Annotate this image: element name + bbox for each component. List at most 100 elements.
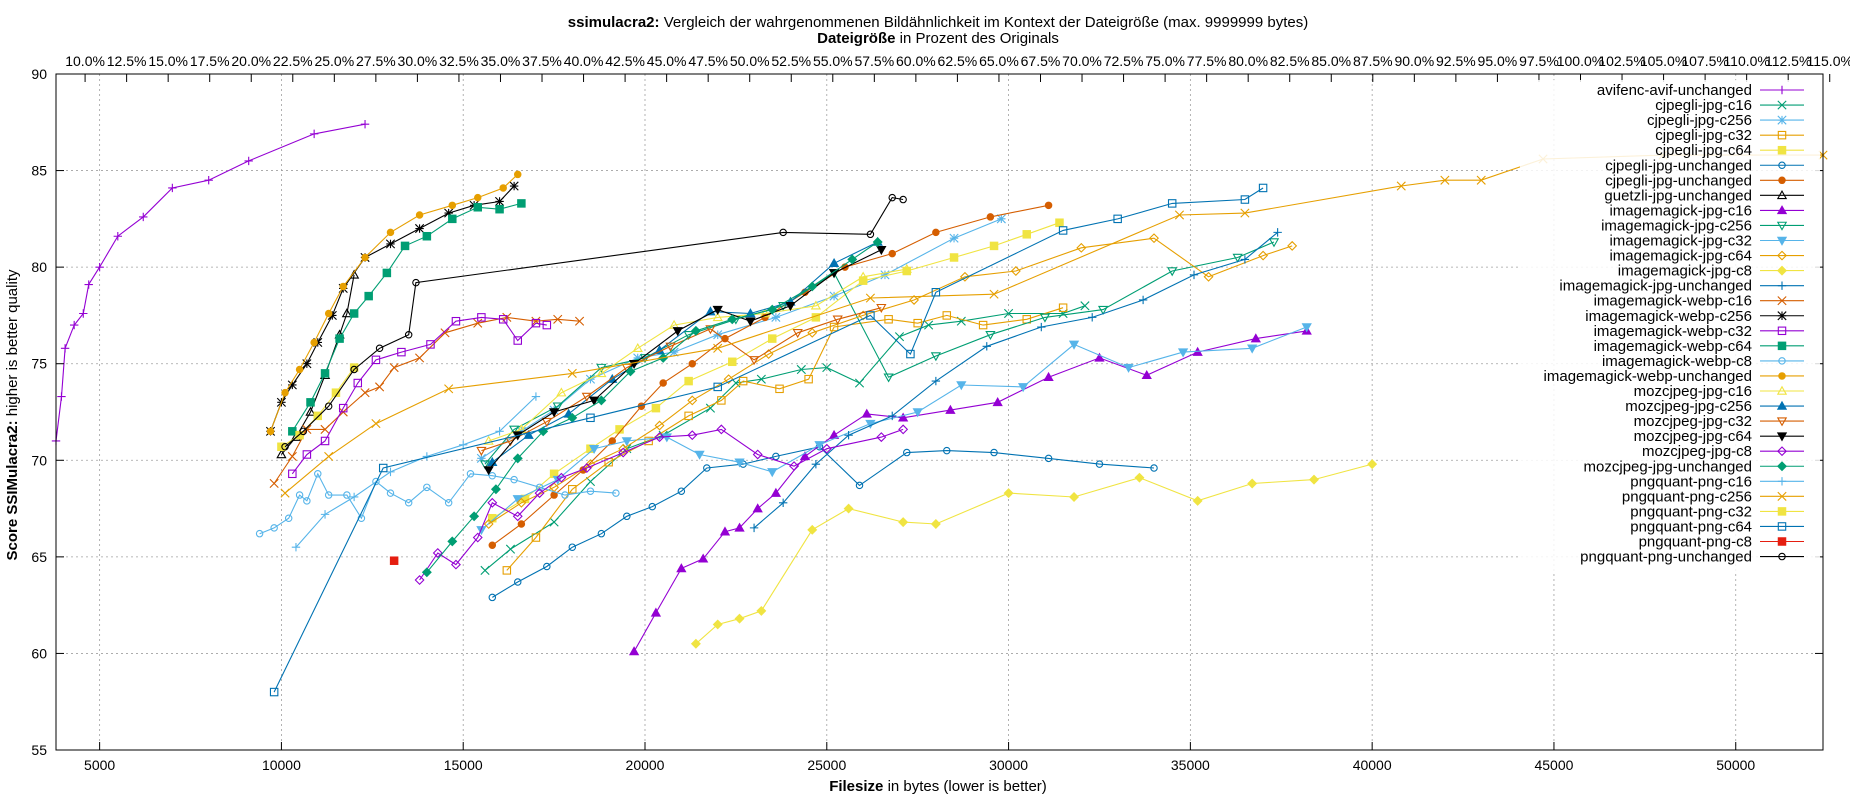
legend-item: cjpegli-jpg-c64	[1655, 142, 1804, 159]
data-point	[942, 311, 952, 320]
x2-tick-label: 77.5%	[1187, 53, 1227, 69]
data-point	[810, 300, 822, 310]
data-point	[807, 327, 818, 338]
data-point	[586, 413, 595, 423]
data-point	[284, 514, 293, 522]
data-point	[799, 451, 811, 461]
data-point	[561, 491, 569, 499]
data-point	[412, 278, 420, 287]
data-point	[665, 342, 676, 352]
data-point	[487, 497, 498, 508]
legend-label: pngquant-png-unchanged	[1580, 549, 1752, 566]
data-point	[1149, 233, 1159, 244]
data-point	[553, 314, 563, 324]
legend-label: cjpegli-jpg-c256	[1647, 112, 1752, 129]
data-point	[906, 349, 915, 359]
x2-tick-label: 65.0%	[979, 53, 1019, 69]
data-point	[310, 338, 318, 347]
data-point	[324, 451, 334, 462]
data-point	[654, 432, 665, 443]
data-point	[400, 241, 410, 251]
data-point	[854, 378, 865, 388]
legend-marker	[1778, 161, 1786, 170]
data-point	[898, 517, 909, 528]
data-point	[483, 466, 494, 476]
data-point	[556, 472, 567, 483]
legend-item: pngquant-png-c64	[1630, 518, 1804, 535]
data-point	[1058, 226, 1068, 235]
data-point	[1247, 478, 1258, 489]
x2-tick-label: 80.0%	[1228, 53, 1268, 69]
data-point	[364, 291, 373, 301]
data-point	[204, 176, 213, 185]
legend-marker	[1776, 432, 1788, 442]
data-point	[1039, 313, 1051, 323]
legend-marker	[1776, 190, 1788, 200]
data-point	[324, 402, 333, 410]
data-point	[1138, 295, 1148, 305]
data-point	[1240, 255, 1250, 264]
data-point	[1440, 175, 1450, 185]
data-point	[69, 320, 79, 330]
data-point	[930, 352, 942, 362]
data-point	[632, 342, 643, 353]
data-point	[386, 467, 395, 477]
legend-label: imagemagick-jpg-c256	[1601, 217, 1752, 234]
data-point	[139, 212, 148, 222]
data-point	[1003, 308, 1014, 319]
data-point	[494, 196, 505, 207]
chart-title: ssimulacra2: Vergleich der wahrgenommene…	[568, 14, 1308, 31]
data-point	[1094, 352, 1105, 362]
legend-label: avifenc-avif-unchanged	[1597, 82, 1752, 99]
data-point	[651, 403, 661, 413]
y-tick-label: 65	[31, 549, 47, 565]
x-tick-label: 25000	[807, 757, 846, 773]
series-line	[488, 268, 907, 442]
data-point	[719, 526, 731, 536]
data-point	[752, 449, 763, 460]
chart-subtitle: Dateigröße in Prozent des Originals	[817, 30, 1059, 47]
data-point	[734, 522, 745, 532]
plot-border	[55, 73, 1824, 751]
data-point	[608, 437, 617, 445]
series-23	[483, 246, 887, 476]
series-line	[492, 222, 1060, 519]
series-line	[426, 241, 879, 573]
data-point	[588, 444, 600, 455]
series-layer	[51, 120, 1828, 697]
legend: avifenc-avif-unchangedcjpegli-jpg-c16cjp…	[1520, 80, 1820, 572]
data-point	[320, 424, 330, 434]
data-point	[1058, 308, 1068, 319]
data-point	[543, 562, 551, 571]
legend-item: mozcjpeg-jpg-c256	[1625, 398, 1804, 415]
data-point	[432, 548, 443, 558]
legend-label: imagemagick-jpg-c64	[1609, 248, 1752, 265]
y-tick-label: 85	[31, 163, 47, 179]
data-point	[1192, 495, 1203, 506]
data-point	[756, 374, 766, 384]
data-point	[295, 365, 304, 374]
legend-label: mozcjpeg-jpg-c16	[1634, 383, 1752, 400]
data-point	[447, 536, 458, 547]
data-point	[1010, 266, 1021, 276]
series-27	[280, 150, 1828, 498]
data-point	[713, 343, 723, 353]
legend-item: pngquant-png-c8	[1639, 534, 1804, 551]
data-point	[775, 384, 784, 394]
x-tick-label: 30000	[989, 757, 1028, 773]
data-point	[1203, 271, 1214, 282]
data-point	[586, 487, 595, 495]
data-point	[483, 519, 494, 530]
data-point	[1167, 199, 1177, 208]
data-point	[989, 241, 999, 251]
legend-background	[1520, 80, 1820, 572]
legend-item: imagemagick-webp-c8	[1602, 353, 1804, 370]
data-point	[661, 433, 672, 443]
data-point	[581, 392, 592, 402]
x2-tick-label: 27.5%	[356, 53, 396, 69]
legend-label: imagemagick-webp-c8	[1602, 353, 1752, 370]
data-point	[1258, 250, 1269, 261]
legend-marker	[1777, 507, 1787, 516]
data-point	[687, 430, 698, 441]
